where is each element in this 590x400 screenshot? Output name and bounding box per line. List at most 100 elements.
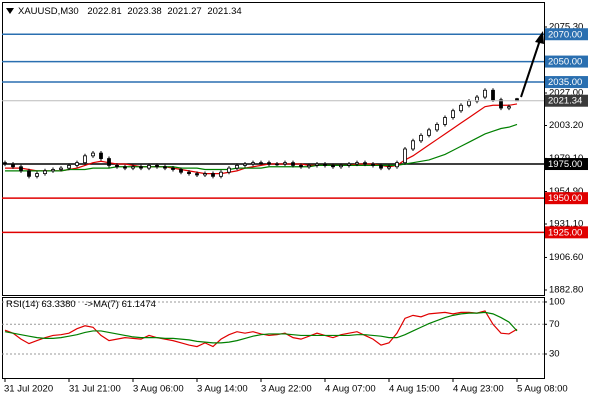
candle-body	[299, 164, 303, 168]
header-high: 2023.38	[127, 6, 161, 17]
symbol: XAUUSD,M30	[18, 6, 79, 17]
candle-body	[67, 164, 71, 169]
level-box	[545, 226, 588, 239]
candle-body	[99, 152, 103, 159]
candle-body	[211, 173, 215, 177]
candle-body	[59, 167, 63, 170]
main-panel: 2075.302027.002003.201979.101954.901931.…	[2, 22, 588, 296]
level-label: 1925.00	[548, 227, 582, 238]
candle-body	[459, 104, 463, 112]
candle-body	[179, 169, 183, 173]
candle-body	[35, 173, 39, 177]
candle-body	[347, 163, 351, 166]
arrow-line	[520, 39, 541, 98]
candle-body	[123, 166, 127, 169]
candle-body	[251, 162, 255, 165]
x-tick-label: 4 Aug 23:00	[453, 384, 504, 395]
candle-body	[315, 163, 319, 166]
candle-body	[163, 166, 167, 169]
candle-body	[131, 166, 135, 169]
level-box	[545, 192, 588, 205]
candle-body	[363, 162, 367, 165]
y-tick-label: 1954.90	[549, 186, 583, 197]
candle-body	[27, 170, 31, 177]
candle-body	[259, 162, 263, 164]
candle-body	[243, 163, 247, 166]
candle-body	[371, 163, 375, 166]
candle-body	[507, 106, 511, 109]
candle-body	[203, 173, 207, 176]
candle-body	[427, 129, 431, 136]
x-tick-label: 4 Aug 07:00	[325, 384, 376, 395]
candle-body	[331, 164, 335, 168]
candle-body	[387, 166, 391, 169]
candle-body	[227, 167, 231, 173]
y-tick-label: 30	[549, 349, 560, 360]
candle-body	[107, 158, 111, 166]
y-tick-label: 2027.00	[549, 88, 583, 99]
candle-body	[19, 166, 23, 172]
last-price-label: 2021.34	[548, 96, 582, 107]
candle-body	[155, 164, 159, 168]
y-tick-label: 1906.60	[549, 252, 583, 263]
candle-body	[187, 171, 191, 174]
x-tick-label: 31 Jul 2020	[4, 384, 53, 395]
x-tick-label: 5 Aug 08:00	[517, 384, 568, 395]
series-line	[5, 123, 518, 172]
level-label: 2035.00	[548, 77, 582, 88]
y-tick-label: 2003.20	[549, 120, 583, 131]
candle-body	[275, 163, 279, 166]
level-box	[545, 158, 588, 171]
candle-body	[491, 89, 495, 101]
candle-body	[467, 100, 471, 106]
rsi-frame	[2, 297, 545, 379]
candle-body	[283, 162, 287, 165]
candle-body	[115, 164, 119, 168]
candle-body	[267, 162, 271, 165]
x-tick-label: 3 Aug 14:00	[197, 384, 248, 395]
candle-body	[419, 134, 423, 142]
candle-body	[147, 164, 151, 169]
candle-body	[3, 162, 7, 165]
candle-body	[91, 152, 95, 157]
candle-body	[339, 164, 343, 168]
arrow	[520, 31, 544, 98]
series-line	[4, 310, 518, 348]
rsi-subtitle: ->MA(7) 61.1474	[84, 299, 156, 310]
x-tick-label: 3 Aug 22:00	[261, 384, 312, 395]
main-frame	[2, 2, 545, 296]
last-price-box	[545, 94, 588, 107]
y-tick-label: 100	[549, 296, 565, 307]
candle-body	[451, 110, 455, 118]
header-low: 2021.27	[167, 6, 201, 17]
x-tick-label: 3 Aug 06:00	[133, 384, 184, 395]
candle-body	[435, 124, 439, 131]
level-box	[545, 55, 588, 68]
arrow-head	[535, 31, 544, 44]
candle-body	[483, 89, 487, 98]
candle-body	[307, 164, 311, 168]
level-box	[545, 76, 588, 89]
candle-body	[139, 166, 143, 169]
rsi-panel: 100 70 30	[2, 296, 565, 360]
collapse-icon	[6, 8, 14, 14]
series-line	[4, 311, 518, 344]
series-line	[5, 103, 518, 175]
candle-body	[355, 162, 359, 165]
level-label: 2050.00	[548, 57, 582, 68]
candle-body	[411, 140, 415, 150]
candle-body	[291, 162, 295, 166]
rsi-title: RSI(14) 63.3380	[6, 299, 76, 310]
candle-body	[75, 162, 79, 166]
candle-body	[171, 167, 175, 170]
candle-body	[219, 171, 223, 177]
candle-body	[443, 117, 447, 125]
x-tick-label: 4 Aug 15:00	[389, 384, 440, 395]
rsi-header: RSI(14) 63.3380 ->MA(7) 61.1474	[6, 299, 156, 310]
y-tick-label: 70	[549, 319, 560, 330]
candle-body	[43, 170, 47, 174]
header: XAUUSD,M30 2022.81 2023.38 2021.27 2021.…	[18, 6, 242, 17]
candle-body	[379, 164, 383, 169]
